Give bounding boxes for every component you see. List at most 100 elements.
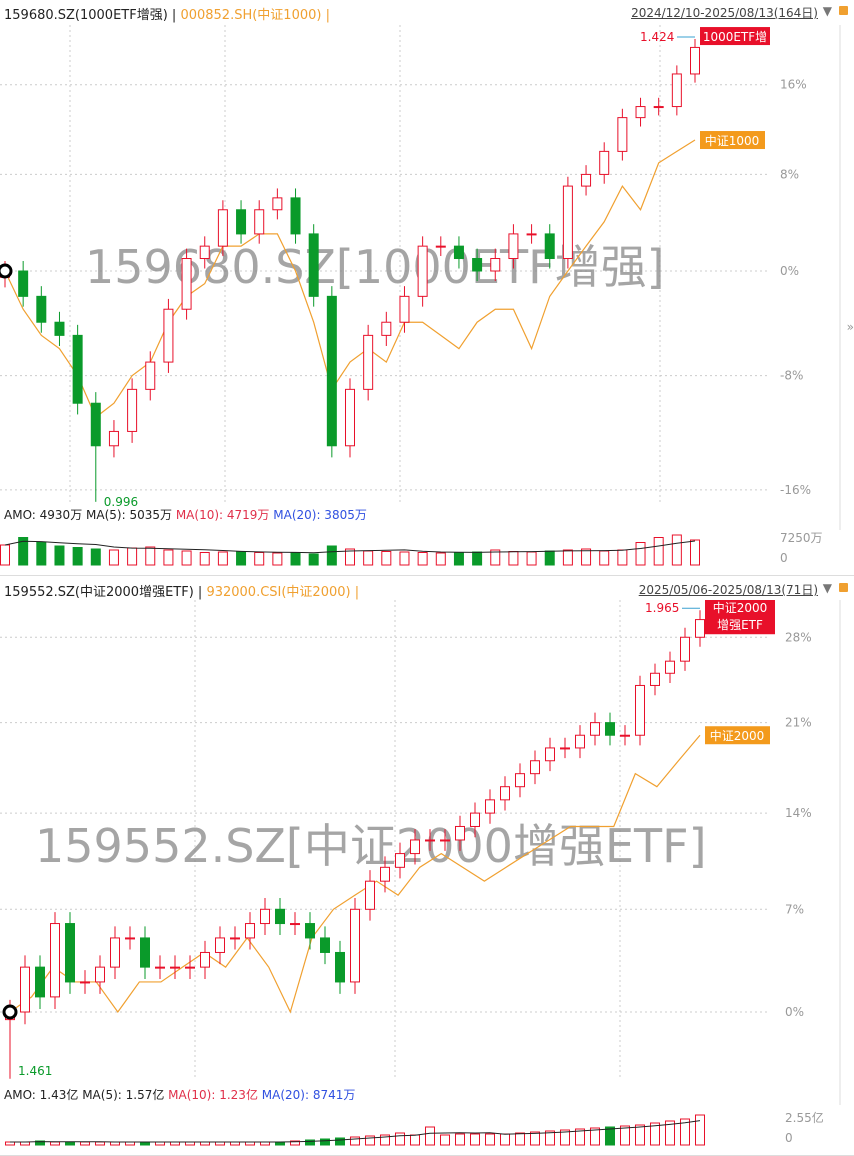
vol-zero-label: 0: [780, 551, 788, 565]
volume-bar: [18, 537, 29, 566]
volume-bar: [680, 1118, 690, 1146]
volume-bar: [326, 545, 337, 566]
volume-bar: [345, 548, 355, 566]
volume-bar: [508, 551, 519, 566]
volume-bar: [440, 1134, 450, 1146]
bottom-amo: AMO: 1.43亿 MA(5): 1.57亿 MA(10): 1.23亿 MA…: [4, 1086, 355, 1103]
bottom-chart-panel: 159552.SZ(中证2000增强ETF) | 932000.CSI(中证20…: [0, 577, 854, 1156]
bottom-index[interactable]: 932000.CSI(中证2000): [206, 585, 351, 600]
lock-icon[interactable]: [839, 6, 848, 15]
volume-bar: [290, 1140, 300, 1146]
candle: [272, 197, 283, 211]
index-line: [4, 139, 696, 419]
candle: [200, 951, 210, 968]
volume-bar: [108, 549, 119, 566]
volume-bar: [80, 1141, 90, 1146]
watermark: 159552.SZ[中证2000增强ETF]: [35, 819, 707, 873]
candle: [18, 270, 29, 297]
bottom-volume-chart: [5, 1114, 705, 1146]
etf-tag: [700, 27, 770, 46]
lock-icon[interactable]: [839, 583, 848, 592]
candle: [65, 923, 75, 983]
etf-tag-label: 中证2000: [713, 600, 768, 615]
etf-tag-label: 增强ETF: [717, 618, 763, 632]
candle: [665, 660, 675, 674]
candle: [72, 334, 83, 404]
candle: [635, 106, 646, 119]
volume-bar: [350, 1136, 360, 1146]
expand-arrow-icon[interactable]: »: [846, 320, 854, 334]
volume-bar: [453, 552, 464, 566]
candle: [599, 150, 610, 175]
candle: [95, 966, 105, 983]
candle: [472, 258, 483, 272]
volume-bar: [363, 550, 374, 566]
top-index[interactable]: 000852.SH(中证1000): [180, 8, 322, 23]
candle: [155, 966, 165, 969]
dropdown-icon[interactable]: ▼: [822, 581, 832, 595]
low-price-label: 0.996: [104, 495, 138, 509]
candle: [140, 937, 150, 968]
candle: [54, 321, 65, 336]
candle: [470, 812, 480, 827]
volume-bar: [410, 1134, 420, 1146]
bottom-symbol[interactable]: 159552.SZ(中证2000增强ETF): [4, 585, 194, 600]
candle: [50, 923, 60, 998]
volume-bar: [0, 544, 10, 566]
volume-bar: [335, 1137, 345, 1146]
volume-bar: [90, 548, 101, 566]
volume-bar: [381, 551, 392, 566]
candle: [425, 839, 435, 842]
ma5-value: MA(5): 5035万: [86, 508, 172, 522]
candle: [515, 773, 525, 788]
candle: [530, 760, 540, 775]
volume-bar: [163, 549, 174, 566]
candle: [230, 937, 240, 940]
top-symbol[interactable]: 159680.SZ(1000ETF增强): [4, 8, 168, 23]
candle: [617, 117, 628, 152]
start-marker: [0, 263, 13, 279]
volume-bar: [605, 1126, 615, 1146]
candle: [560, 747, 570, 750]
candle: [170, 966, 180, 969]
candle: [215, 937, 225, 953]
top-chart-panel: 159680.SZ(1000ETF增强) | 000852.SH(中证1000)…: [0, 0, 854, 576]
candle: [320, 937, 330, 953]
candle: [254, 209, 265, 235]
volume-bar: [36, 542, 47, 566]
candle: [35, 966, 45, 998]
y-tick-label: 8%: [780, 167, 799, 181]
y-tick-label: 0%: [780, 264, 799, 278]
ma10-value: MA(10): 4719万: [175, 508, 270, 522]
y-tick-label: -16%: [780, 483, 811, 497]
index-tag: [705, 726, 770, 745]
volume-bar: [290, 552, 301, 566]
top-header: 159680.SZ(1000ETF增强) | 000852.SH(中证1000)…: [4, 8, 330, 23]
bottom-date-range[interactable]: 2025/05/06-2025/08/13(71日): [638, 583, 818, 597]
top-date-range[interactable]: 2024/12/10-2025/08/13(164日): [631, 6, 818, 20]
candle: [365, 880, 375, 910]
volume-bar: [395, 1132, 405, 1146]
last-price-label: 1.424: [640, 30, 674, 44]
volume-bar: [472, 551, 483, 566]
volume-ma-line: [10, 1120, 701, 1143]
volume-bar: [435, 552, 446, 566]
candle: [635, 684, 645, 736]
volume-bar: [544, 550, 555, 566]
candle: [680, 636, 690, 662]
volume-bar: [653, 537, 664, 566]
candle: [326, 295, 337, 447]
volume-bar: [695, 1114, 705, 1146]
candle: [485, 799, 495, 814]
volume-bar: [399, 551, 410, 566]
candle: [275, 908, 285, 925]
volume-bar: [665, 1120, 675, 1146]
candle: [575, 734, 585, 749]
top-price-chart: 16% 8% 0% -8% -16% 159680.SZ[1000ETF增强] 1.424 1…: [0, 25, 841, 530]
candle: [199, 245, 210, 260]
dropdown-icon[interactable]: ▼: [822, 4, 832, 18]
candle: [544, 233, 555, 260]
volume-bar: [127, 547, 138, 566]
candle: [36, 295, 47, 323]
candle: [345, 388, 355, 447]
